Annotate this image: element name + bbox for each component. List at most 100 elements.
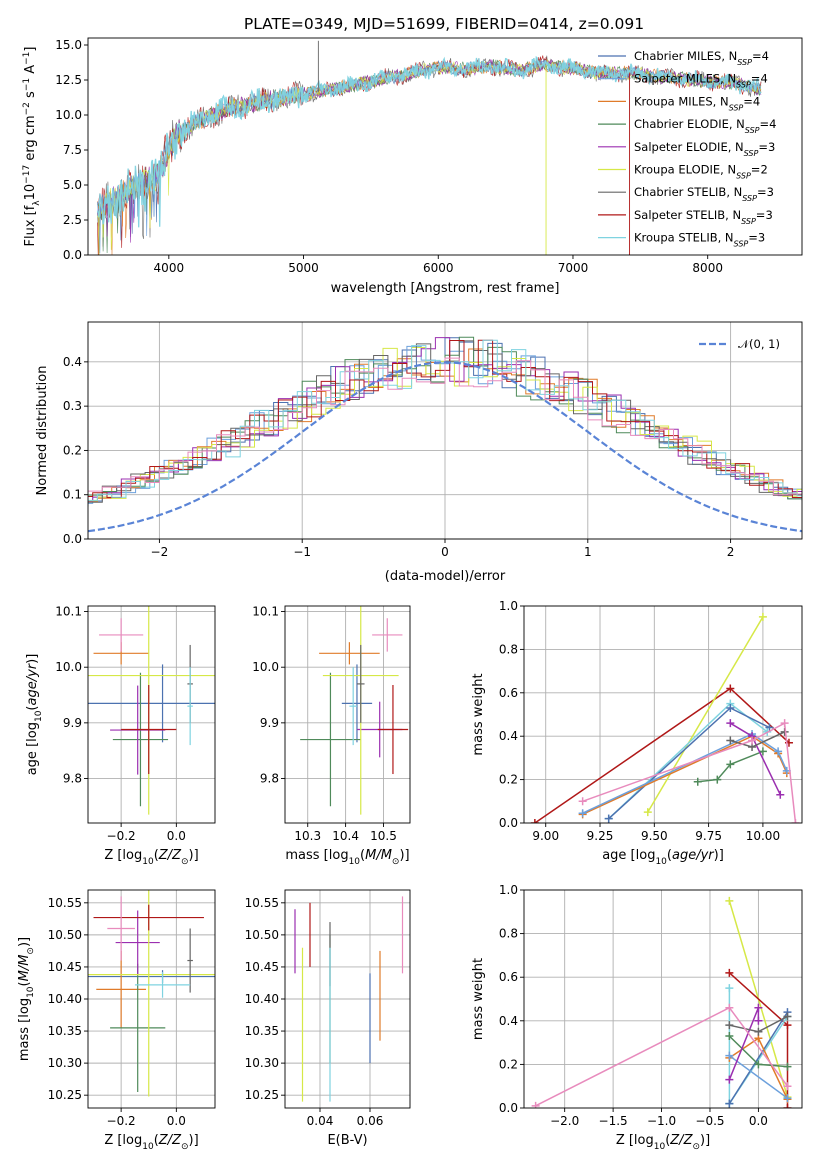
weight-line [728, 1011, 789, 1105]
weight-marker [726, 703, 735, 712]
y-tick-label: 10.25 [245, 1088, 279, 1102]
grid-lines [524, 605, 802, 824]
y-tick-label: 10.0 [55, 660, 82, 674]
weight-line [728, 1055, 788, 1099]
spectrum-line [96, 55, 762, 228]
weight-line [582, 722, 797, 823]
weight-marker [748, 736, 757, 745]
x-tick-label: −1 [293, 545, 311, 559]
y-tick-label: 10.55 [245, 896, 279, 910]
x-tick-label: 6000 [423, 261, 454, 275]
x-axis-label: (data-model)/error [385, 569, 506, 584]
x-tick-label: 0 [441, 545, 449, 559]
x-tick-label: 0.0 [167, 829, 186, 843]
weight-marker [604, 814, 613, 823]
weight-line [582, 733, 788, 814]
y-tick-label: 9.8 [63, 771, 82, 785]
y-tick-label: 10.35 [48, 1024, 82, 1038]
y-tick-label: 10.55 [48, 896, 82, 910]
x-tick-label: 10.00 [746, 829, 780, 843]
y-tick-label: 10.50 [245, 928, 279, 942]
x-tick-label: 10.3 [294, 829, 321, 843]
weight-marker [783, 1082, 792, 1091]
y-tick-label: 10.30 [245, 1056, 279, 1070]
y-tick-label: 10.0 [55, 108, 82, 122]
plot-area [88, 606, 215, 815]
y-tick-label: 0.4 [499, 1014, 518, 1028]
y-tick-label: 0.2 [499, 1057, 518, 1071]
weight-marker [758, 612, 767, 621]
y-tick-label: 0.6 [499, 970, 518, 984]
y-tick-label: 10.30 [48, 1056, 82, 1070]
x-tick-label: −0.2 [107, 829, 136, 843]
weight-marker [725, 1099, 734, 1108]
weight-marker [754, 1003, 763, 1012]
grid-lines [88, 890, 215, 1108]
y-tick-label: 0.2 [63, 443, 82, 457]
axes-frame [87, 321, 803, 540]
legend-entry: Kroupa ELODIE, NSSP=2 [634, 163, 768, 181]
axes-frame [87, 37, 803, 256]
x-tick-label: 5000 [288, 261, 319, 275]
weight-line [728, 988, 789, 1107]
x-axis-label: wavelength [Angstrom, rest frame] [331, 281, 560, 296]
y-tick-label: 10.40 [245, 992, 279, 1006]
legend-entry: Kroupa STELIB, NSSP=3 [634, 231, 765, 249]
y-tick-label: 0.0 [63, 248, 82, 262]
y-tick-label: 0.1 [63, 488, 82, 502]
y-tick-label: 0.2 [499, 773, 518, 787]
ticks: −2.0 −1.5 −1.0 −0.5 0.0 0.0 0.2 0.4 0.6 0.8 1.0 [499, 883, 768, 1128]
x-tick-label: 0.04 [307, 1114, 334, 1128]
weight-marker [713, 775, 722, 784]
weight-marker [726, 736, 735, 745]
y-axis-label: mass weight [471, 673, 486, 755]
panel-age_vs_mass: 10.3 10.4 10.5 9.8 9.9 10.0 10.1 mass [log10(M/… [252, 605, 411, 867]
x-axis-label: E(B-V) [327, 1133, 367, 1148]
legend-entry: Chabrier STELIB, NSSP=3 [634, 185, 774, 203]
weight-marker [578, 809, 587, 818]
y-tick-label: 0.0 [63, 532, 82, 546]
y-tick-label: 0.0 [499, 816, 518, 830]
figure-title: PLATE=0349, MJD=51699, FIBERID=0414, z=0… [244, 15, 644, 33]
axes-frame [284, 889, 411, 1109]
legend-entry: Salpeter ELODIE, NSSP=3 [634, 140, 775, 158]
y-tick-label: 7.5 [63, 143, 82, 157]
y-axis-label: mass [log10(M/M⊙)] [17, 937, 36, 1061]
weight-marker [783, 1104, 792, 1108]
weight-marker [754, 1016, 763, 1025]
plot-area [530, 612, 800, 823]
y-axis-label: age [log10(age/yr)] [25, 654, 44, 776]
spectrum-legend: Chabrier MILES, NSSP=4 Salpeter MILES, NS… [598, 49, 776, 248]
weight-marker [643, 808, 652, 817]
ticks: 10.3 10.4 10.5 9.8 9.9 10.0 10.1 [252, 605, 397, 843]
x-axis-label: Z [log10(Z/Z⊙)] [616, 1133, 710, 1152]
plot-area [88, 336, 802, 533]
y-tick-label: 10.1 [55, 605, 82, 619]
legend-entry: Salpeter MILES, NSSP=4 [634, 72, 768, 90]
histogram-step [88, 337, 802, 502]
weight-marker [725, 1021, 734, 1030]
y-tick-label: 2.5 [63, 213, 82, 227]
legend-entry: Salpeter STELIB, NSSP=3 [634, 208, 773, 226]
weight-marker [725, 896, 734, 905]
y-tick-label: 15.0 [55, 38, 82, 52]
y-axis-label: Normed distribution [35, 366, 50, 496]
y-tick-label: 0.6 [499, 686, 518, 700]
spectrum-line [97, 59, 762, 254]
y-tick-label: 10.0 [252, 660, 279, 674]
weight-marker [725, 984, 734, 993]
y-tick-label: 10.50 [48, 928, 82, 942]
weight-marker [783, 1094, 792, 1103]
x-tick-label: 4000 [154, 261, 185, 275]
panel-mass_vs_ebv: 0.04 0.06 10.25 10.30 10.35 10.40 10.45 10.50 10… [245, 889, 411, 1148]
weight-line [728, 1007, 760, 1080]
x-tick-label: 9.25 [587, 829, 614, 843]
y-tick-label: 10.40 [48, 992, 82, 1006]
panel-mass_weight_vs_age: 9.00 9.25 9.50 9.75 10.00 0.0 0.2 0.4 0.6 0.8 1.0 a… [471, 599, 803, 867]
weight-marker [725, 1032, 734, 1041]
weight-marker [725, 1051, 734, 1060]
weight-marker [725, 968, 734, 977]
y-tick-label: 9.8 [260, 771, 279, 785]
y-tick-label: 9.9 [260, 716, 279, 730]
